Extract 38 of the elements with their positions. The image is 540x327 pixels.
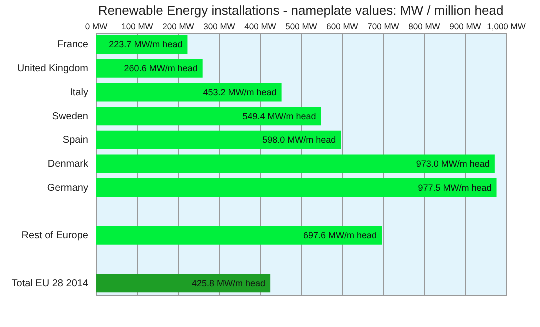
- x-tick-label: 800 MW: [408, 22, 440, 32]
- data-label: 977.5 MW/m head: [418, 182, 492, 193]
- x-tick-label: 300 MW: [204, 22, 236, 32]
- bar: [96, 178, 497, 198]
- y-tick-label: Italy: [70, 87, 88, 98]
- data-label: 453.2 MW/m head: [203, 87, 277, 98]
- y-tick-label: Rest of Europe: [22, 230, 89, 242]
- x-tick-label: 600 MW: [326, 22, 358, 32]
- y-tick-label: Denmark: [48, 159, 90, 170]
- x-tick-label: 400 MW: [244, 22, 276, 32]
- x-tick-label: 0 MW: [85, 22, 108, 32]
- x-tick-label: 700 MW: [368, 22, 400, 32]
- data-label: 223.7 MW/m head: [109, 40, 183, 50]
- y-tick-label: Germany: [47, 182, 88, 194]
- data-label: 697.6 MW/m head: [303, 230, 378, 241]
- bar: [96, 83, 282, 102]
- y-tick-label: France: [57, 40, 89, 51]
- bar: [96, 59, 203, 78]
- x-tick-label: 500 MW: [286, 22, 318, 32]
- y-tick-label: United Kingdom: [17, 64, 88, 75]
- y-tick-label: Spain: [62, 135, 88, 146]
- data-label: 598.0 MW/m head: [262, 135, 336, 146]
- data-label: 425.8 MW/m head: [192, 278, 266, 288]
- bar: [96, 154, 495, 174]
- bar: [96, 226, 382, 245]
- data-label: 549.4 MW/m head: [242, 111, 316, 122]
- bar: [96, 130, 342, 150]
- y-tick-label: Sweden: [52, 111, 88, 122]
- bar: [96, 274, 271, 293]
- data-label: 973.0 MW/m head: [416, 159, 490, 169]
- x-tick-label: 900 MW: [450, 22, 482, 32]
- x-tick-label: 100 MW: [122, 22, 154, 32]
- x-tick-label: 1,000 MW: [487, 22, 526, 32]
- data-label: 260.6 MW/m head: [124, 64, 198, 74]
- chart-title: Renewable Energy installations - nameplate values: MW / million head: [98, 3, 504, 18]
- bar: [96, 106, 322, 126]
- y-tick-label: Total EU 28 2014: [12, 278, 89, 290]
- x-tick-label: 200 MW: [162, 22, 194, 32]
